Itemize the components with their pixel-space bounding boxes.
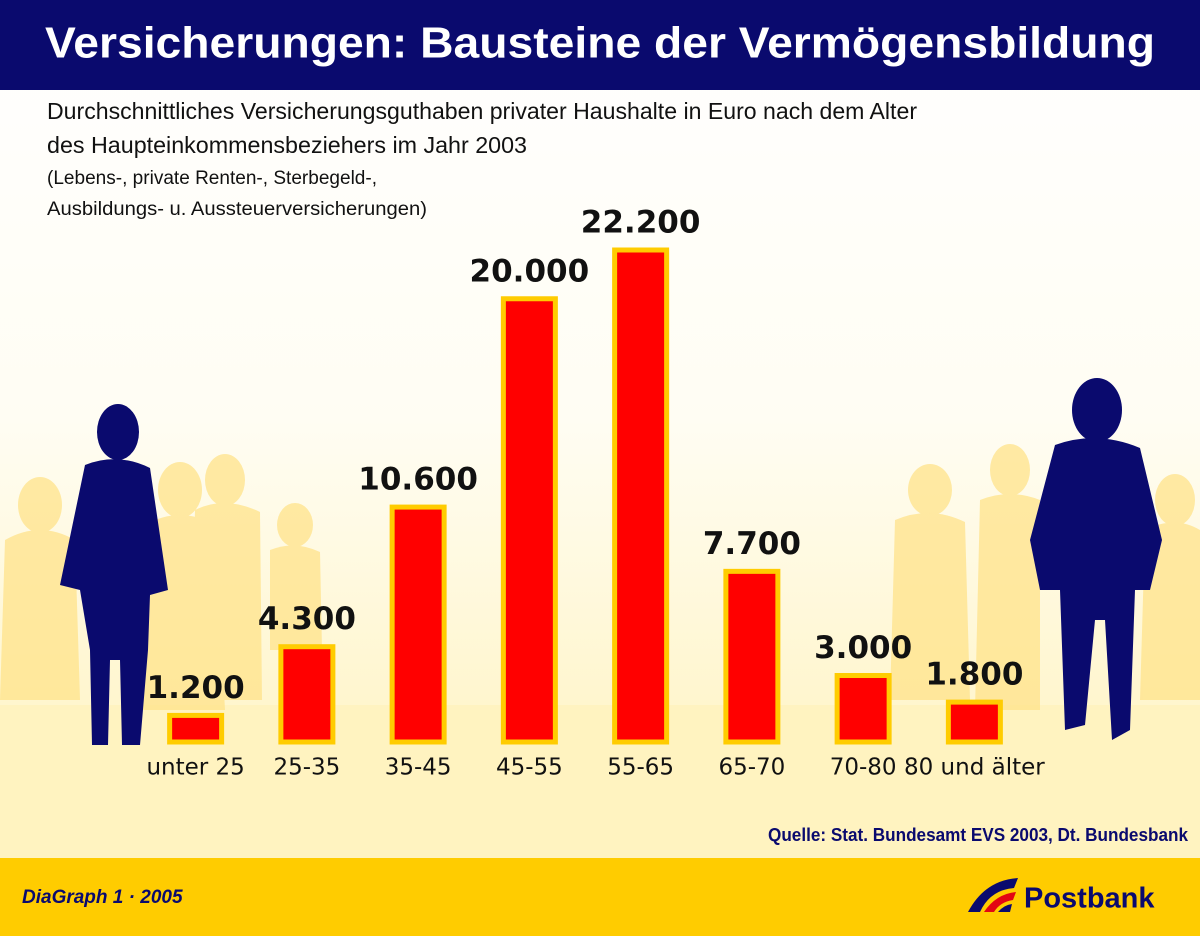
x-tick-label: 55-65 bbox=[607, 755, 674, 781]
x-tick-label: unter 25 bbox=[146, 755, 244, 781]
bar bbox=[612, 247, 670, 745]
brand-logo bbox=[968, 878, 1018, 912]
x-tick-label: 25-35 bbox=[273, 755, 340, 781]
credit: DiaGraph 1 · 2005 bbox=[22, 887, 183, 908]
subtitle: des Haupteinkommensbeziehers im Jahr 200… bbox=[47, 132, 527, 158]
bar bbox=[278, 644, 336, 745]
value-label: 10.600 bbox=[358, 462, 478, 498]
source: Quelle: Stat. Bundesamt EVS 2003, Dt. Bu… bbox=[768, 825, 1189, 845]
figure-left bbox=[60, 404, 168, 745]
value-label: 1.200 bbox=[147, 670, 245, 706]
value-label: 22.200 bbox=[581, 205, 701, 241]
bar bbox=[389, 504, 447, 745]
value-label: 20.000 bbox=[470, 253, 590, 289]
bar bbox=[500, 296, 558, 745]
value-label: 7.700 bbox=[703, 526, 801, 562]
title-bar bbox=[0, 0, 1200, 90]
figure-right bbox=[1030, 378, 1162, 740]
brand: Postbank bbox=[1024, 883, 1155, 915]
x-tick-label: 45-55 bbox=[496, 755, 563, 781]
subtitle: Durchschnittliches Versicherungsguthaben… bbox=[47, 98, 917, 124]
value-label: 3.000 bbox=[814, 630, 912, 666]
bar bbox=[945, 699, 1003, 745]
bar bbox=[834, 673, 892, 745]
chart-title: Versicherungen: Bausteine der Vermögensb… bbox=[45, 19, 1155, 68]
bar bbox=[723, 568, 781, 745]
x-tick-label: 70-80 bbox=[830, 755, 897, 781]
x-tick-label: 80 und älter bbox=[904, 755, 1045, 781]
note: Ausbildungs- u. Aussteuerversicherungen) bbox=[47, 199, 427, 220]
note: (Lebens-, private Renten-, Sterbegeld-, bbox=[47, 168, 377, 189]
plot: unter 25 1.200 25-35 4.300 35-45 10.600 45-55 2… bbox=[146, 205, 1045, 781]
x-tick-label: 35-45 bbox=[385, 755, 452, 781]
background-figures bbox=[0, 444, 1200, 710]
x-tick-label: 65-70 bbox=[718, 755, 785, 781]
bar bbox=[167, 712, 225, 745]
value-label: 1.800 bbox=[925, 657, 1023, 693]
value-label: 4.300 bbox=[258, 601, 356, 637]
